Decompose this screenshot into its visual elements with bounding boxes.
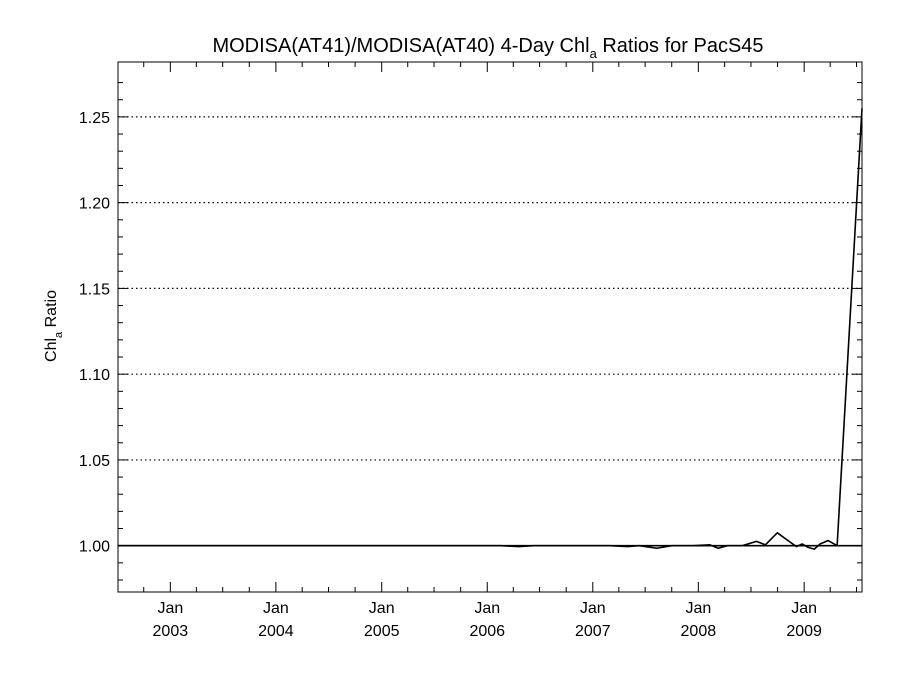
x-tick-label-month: Jan bbox=[369, 600, 395, 617]
plot-border bbox=[117, 61, 863, 593]
series-line bbox=[118, 108, 863, 550]
y-tick-label: 1.00 bbox=[79, 539, 110, 556]
y-tick-label: 1.10 bbox=[79, 367, 110, 384]
x-tick-label-year: 2007 bbox=[575, 623, 611, 640]
x-axis-ticks: Jan 2003 Jan 2004 Jan 2005 Jan 2006 Jan 2007 Jan 20… bbox=[143, 62, 858, 640]
data-series bbox=[118, 108, 863, 550]
y-tick-label: 1.15 bbox=[79, 281, 110, 298]
y-tick-label: 1.25 bbox=[79, 110, 110, 127]
x-tick-label-year: 2008 bbox=[681, 623, 717, 640]
x-tick-label-month: Jan bbox=[263, 600, 289, 617]
y-tick-label: 1.20 bbox=[79, 196, 110, 213]
x-tick-label-month: Jan bbox=[580, 600, 606, 617]
x-tick-label-month: Jan bbox=[157, 600, 183, 617]
x-tick-label-year: 2005 bbox=[364, 623, 400, 640]
plot-frame bbox=[117, 61, 863, 593]
x-tick-label-month: Jan bbox=[685, 600, 711, 617]
y-axis-ticks: 1.00 1.05 1.10 1.15 1.20 1.25 bbox=[79, 82, 862, 581]
x-tick-label-year: 2004 bbox=[258, 623, 294, 640]
x-tick-label-year: 2003 bbox=[153, 623, 189, 640]
y-axis-label: Chla Ratio bbox=[43, 290, 65, 362]
x-tick-label-month: Jan bbox=[791, 600, 817, 617]
y-gridlines bbox=[118, 116, 862, 461]
x-tick-label-year: 2006 bbox=[469, 623, 505, 640]
y-tick-label: 1.05 bbox=[79, 453, 110, 470]
chart-title: MODISA(AT41)/MODISA(AT40) 4-Day Chla Rat… bbox=[212, 35, 763, 61]
x-tick-label-year: 2009 bbox=[786, 623, 822, 640]
x-tick-label-month: Jan bbox=[474, 600, 500, 617]
